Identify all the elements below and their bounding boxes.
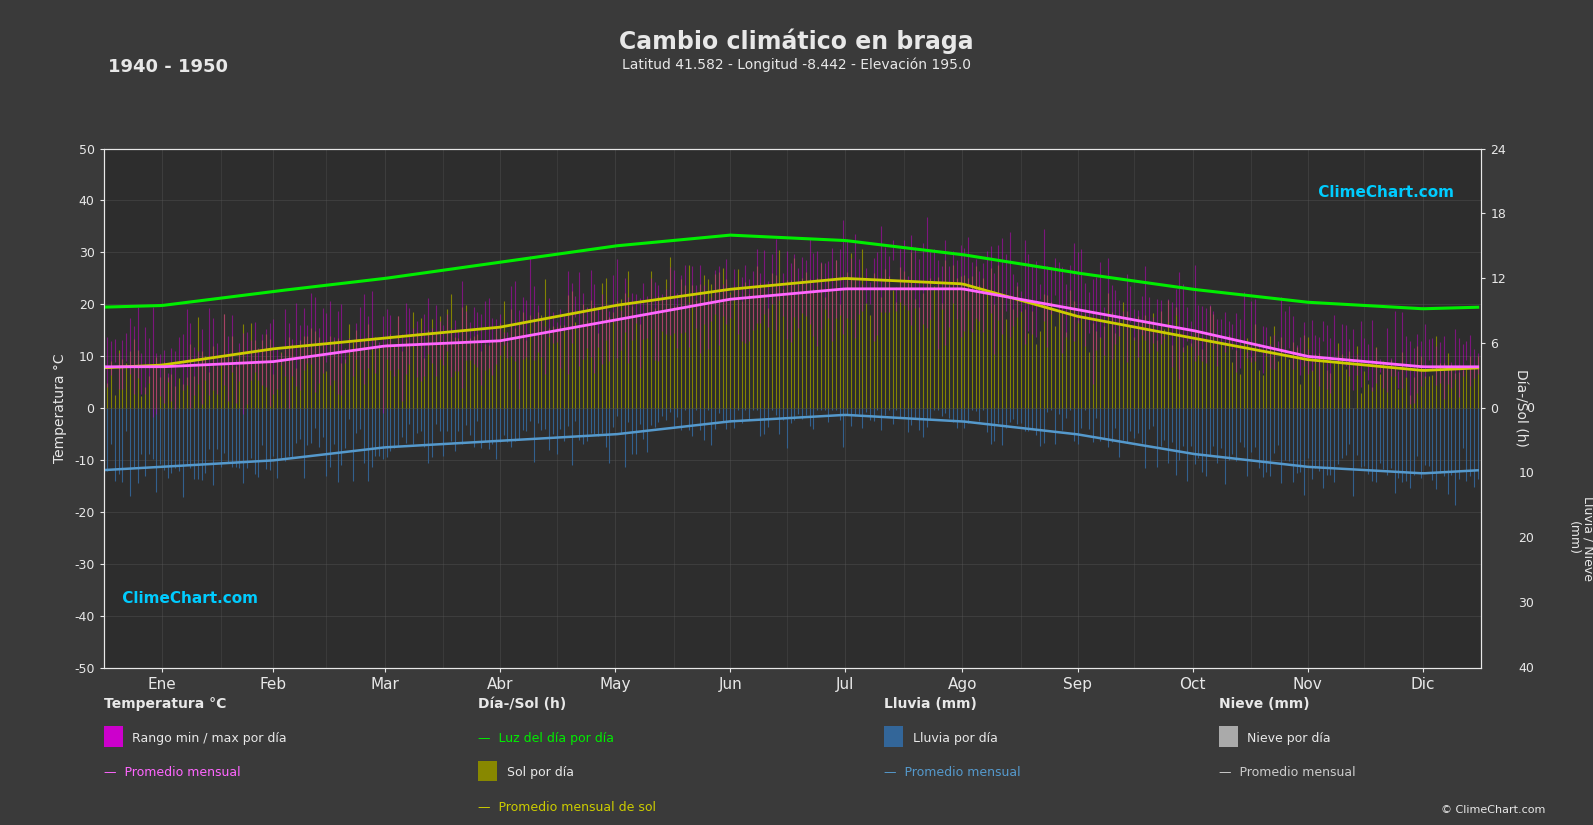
Text: 40: 40: [1518, 662, 1534, 675]
Y-axis label: Día-/Sol (h): Día-/Sol (h): [1513, 370, 1528, 447]
Text: Nieve por día: Nieve por día: [1247, 732, 1330, 745]
Text: —  Promedio mensual: — Promedio mensual: [1219, 766, 1356, 780]
Text: 1940 - 1950: 1940 - 1950: [108, 58, 228, 76]
Text: Lluvia / Nieve
(mm): Lluvia / Nieve (mm): [1566, 496, 1593, 581]
Text: —  Promedio mensual: — Promedio mensual: [104, 766, 241, 780]
Text: Nieve (mm): Nieve (mm): [1219, 697, 1309, 711]
Text: © ClimeChart.com: © ClimeChart.com: [1440, 804, 1545, 814]
Text: Lluvia por día: Lluvia por día: [913, 732, 997, 745]
Text: ClimeChart.com: ClimeChart.com: [1313, 185, 1454, 200]
Text: Rango min / max por día: Rango min / max por día: [132, 732, 287, 745]
Text: —  Luz del día por día: — Luz del día por día: [478, 732, 613, 745]
Text: 20: 20: [1518, 532, 1534, 544]
Text: —  Promedio mensual de sol: — Promedio mensual de sol: [478, 801, 656, 814]
Text: —  Promedio mensual: — Promedio mensual: [884, 766, 1021, 780]
Text: Sol por día: Sol por día: [507, 766, 573, 780]
Text: ClimeChart.com: ClimeChart.com: [118, 591, 258, 606]
Text: Cambio climático en braga: Cambio climático en braga: [620, 29, 973, 54]
Text: 30: 30: [1518, 596, 1534, 610]
Y-axis label: Temperatura °C: Temperatura °C: [53, 354, 67, 463]
Text: Temperatura °C: Temperatura °C: [104, 697, 226, 711]
Text: Latitud 41.582 - Longitud -8.442 - Elevación 195.0: Latitud 41.582 - Longitud -8.442 - Eleva…: [621, 58, 972, 73]
Text: 10: 10: [1518, 467, 1534, 480]
Text: 0: 0: [1526, 402, 1534, 415]
Text: Lluvia (mm): Lluvia (mm): [884, 697, 977, 711]
Text: Día-/Sol (h): Día-/Sol (h): [478, 697, 566, 711]
